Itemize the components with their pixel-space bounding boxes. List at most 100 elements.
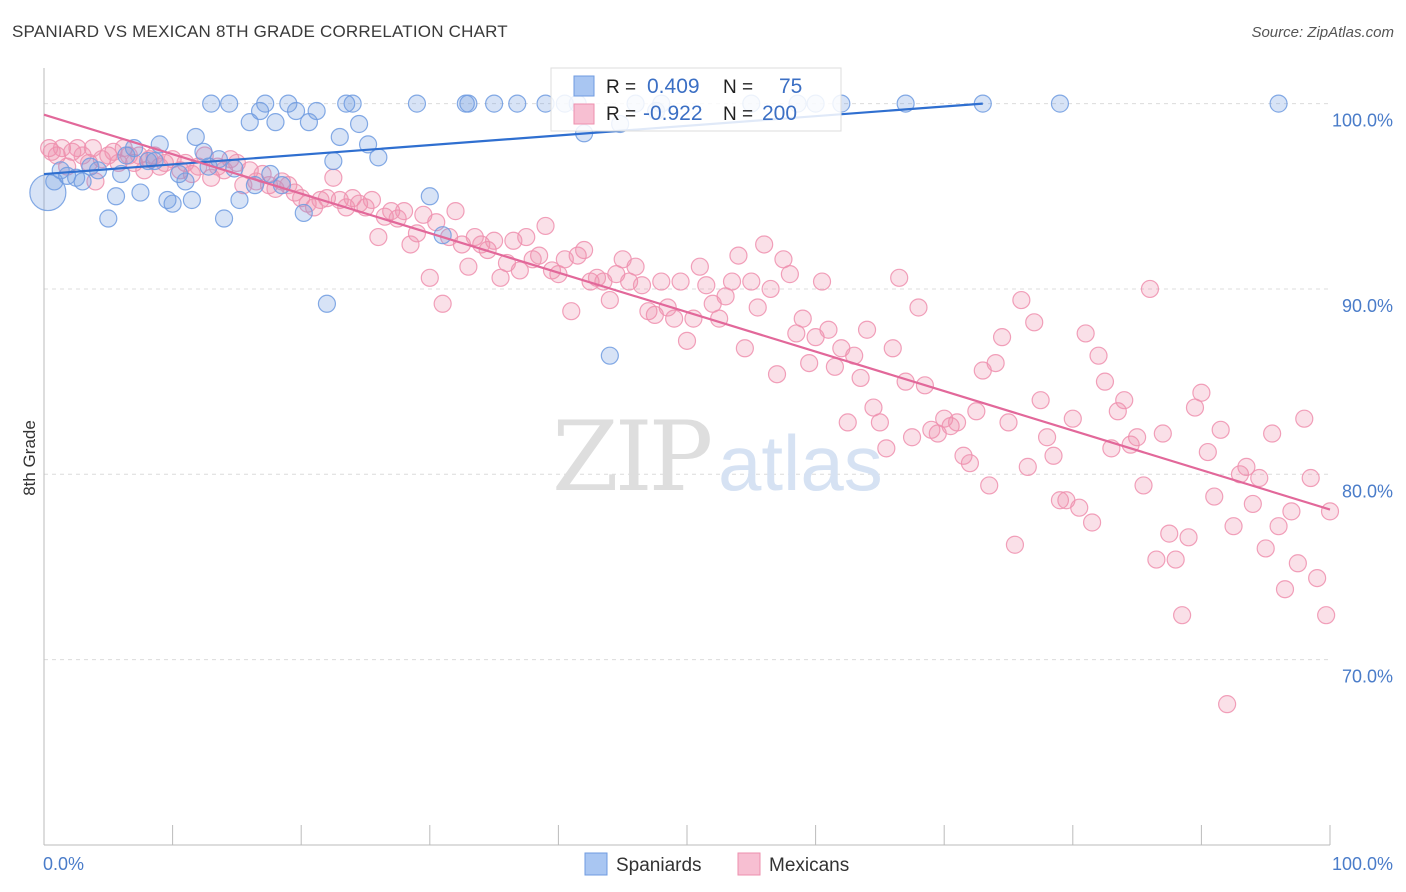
- point-mexicans-175: [1134, 476, 1153, 495]
- point-mexicans-135: [877, 439, 896, 458]
- point-mexicans-111: [722, 272, 742, 291]
- point-mexicans-179: [1160, 524, 1179, 543]
- point-mexicans-96: [626, 257, 645, 276]
- legend-n-value-1: 75: [779, 75, 802, 98]
- point-mexicans-204: [1320, 502, 1340, 521]
- point-spaniards-71: [896, 94, 915, 113]
- point-spaniards-39: [286, 101, 306, 121]
- point-mexicans-81: [530, 246, 549, 265]
- point-mexicans-181: [1173, 606, 1192, 625]
- point-spaniards-46: [337, 94, 356, 113]
- point-mexicans-178: [1153, 424, 1172, 443]
- point-mexicans-79: [517, 227, 536, 247]
- point-mexicans-203: [1317, 606, 1336, 625]
- point-mexicans-185: [1198, 442, 1217, 462]
- legend-label-spaniards: Spaniards: [616, 855, 702, 876]
- series-spaniards: [29, 94, 1288, 365]
- point-mexicans-192: [1243, 494, 1262, 514]
- point-mexicans-66: [433, 294, 452, 313]
- point-mexicans-27: [182, 164, 201, 184]
- x-tick-label-max: 100.0%: [1332, 854, 1393, 874]
- legend-n-label-1: N =: [723, 77, 753, 98]
- point-spaniards-47: [343, 94, 362, 113]
- point-spaniards-30: [230, 190, 249, 210]
- y-tick-label-2: 80.0%: [1342, 481, 1393, 501]
- point-spaniards-21: [182, 190, 201, 210]
- point-mexicans-116: [755, 235, 774, 254]
- point-mexicans-162: [1050, 491, 1070, 510]
- point-spaniards-8: [99, 209, 118, 228]
- point-mexicans-166: [1076, 324, 1095, 343]
- point-mexicans-165: [1070, 498, 1089, 517]
- point-mexicans-149: [967, 402, 986, 421]
- point-spaniards-5: [73, 172, 92, 191]
- x-tick-label-min: 0.0%: [43, 854, 84, 874]
- point-mexicans-202: [1308, 568, 1327, 588]
- watermark-zip: ZIP: [552, 401, 711, 513]
- legend-label-mexicans: Mexicans: [769, 855, 849, 876]
- point-mexicans-137: [890, 268, 909, 287]
- point-mexicans-97: [632, 276, 652, 295]
- point-spaniards-51: [407, 94, 427, 113]
- point-mexicans-62: [407, 224, 427, 243]
- point-mexicans-120: [780, 265, 799, 284]
- point-mexicans-129: [838, 413, 857, 432]
- point-mexicans-64: [420, 268, 439, 287]
- point-mexicans-55: [362, 190, 382, 210]
- point-mexicans-131: [851, 368, 870, 388]
- point-spaniards-44: [324, 151, 343, 171]
- point-spaniards-11: [117, 146, 136, 165]
- point-mexicans-68: [446, 202, 465, 221]
- point-mexicans-199: [1288, 554, 1307, 573]
- watermark-atlas: atlas: [718, 419, 883, 507]
- point-mexicans-106: [690, 257, 709, 276]
- point-spaniards-31: [240, 113, 259, 132]
- legend-r-value-2: -0.922: [643, 102, 703, 125]
- point-mexicans-125: [812, 272, 832, 291]
- point-mexicans-126: [819, 320, 838, 339]
- point-mexicans-193: [1250, 468, 1269, 488]
- point-mexicans-58: [382, 202, 401, 221]
- point-mexicans-167: [1082, 513, 1102, 532]
- point-mexicans-148: [960, 454, 980, 473]
- point-mexicans-122: [793, 309, 812, 328]
- point-mexicans-158: [1025, 313, 1044, 332]
- point-mexicans-186: [1205, 487, 1224, 506]
- trend-line-mexicans: [43, 113, 1331, 511]
- point-mexicans-104: [677, 331, 697, 350]
- point-mexicans-200: [1295, 409, 1314, 428]
- point-mexicans-147: [954, 446, 973, 465]
- point-mexicans-160: [1037, 428, 1057, 447]
- point-mexicans-127: [825, 357, 844, 376]
- point-mexicans-132: [857, 320, 877, 339]
- point-mexicans-139: [902, 428, 922, 447]
- point-mexicans-155: [1005, 535, 1025, 554]
- point-mexicans-140: [909, 298, 928, 317]
- point-spaniards-57: [508, 94, 527, 113]
- point-mexicans-177: [1147, 550, 1166, 569]
- point-mexicans-86: [562, 302, 581, 321]
- point-mexicans-152: [986, 353, 1005, 373]
- legend-n-value-2: 200: [762, 102, 797, 125]
- point-spaniards-45: [330, 127, 349, 147]
- legend-r-label-2: R =: [606, 104, 636, 125]
- point-spaniards-40: [294, 203, 313, 223]
- point-mexicans-92: [600, 290, 619, 310]
- legend-series: Spaniards Mexicans: [584, 852, 849, 876]
- legend-r-label-1: R =: [606, 77, 636, 98]
- point-spaniards-13: [131, 183, 150, 202]
- point-spaniards-42: [307, 101, 326, 121]
- point-mexicans-3: [52, 138, 72, 158]
- point-mexicans-157: [1018, 457, 1037, 476]
- point-mexicans-70: [459, 257, 478, 276]
- point-mexicans-112: [729, 246, 748, 265]
- point-mexicans-198: [1282, 502, 1301, 521]
- point-mexicans-164: [1063, 409, 1082, 428]
- point-mexicans-71: [465, 227, 484, 247]
- point-spaniards-73: [1050, 94, 1070, 113]
- point-mexicans-189: [1224, 517, 1243, 536]
- y-tick-label-1: 90.0%: [1342, 296, 1393, 316]
- point-mexicans-118: [767, 365, 787, 384]
- point-mexicans-49: [324, 168, 343, 187]
